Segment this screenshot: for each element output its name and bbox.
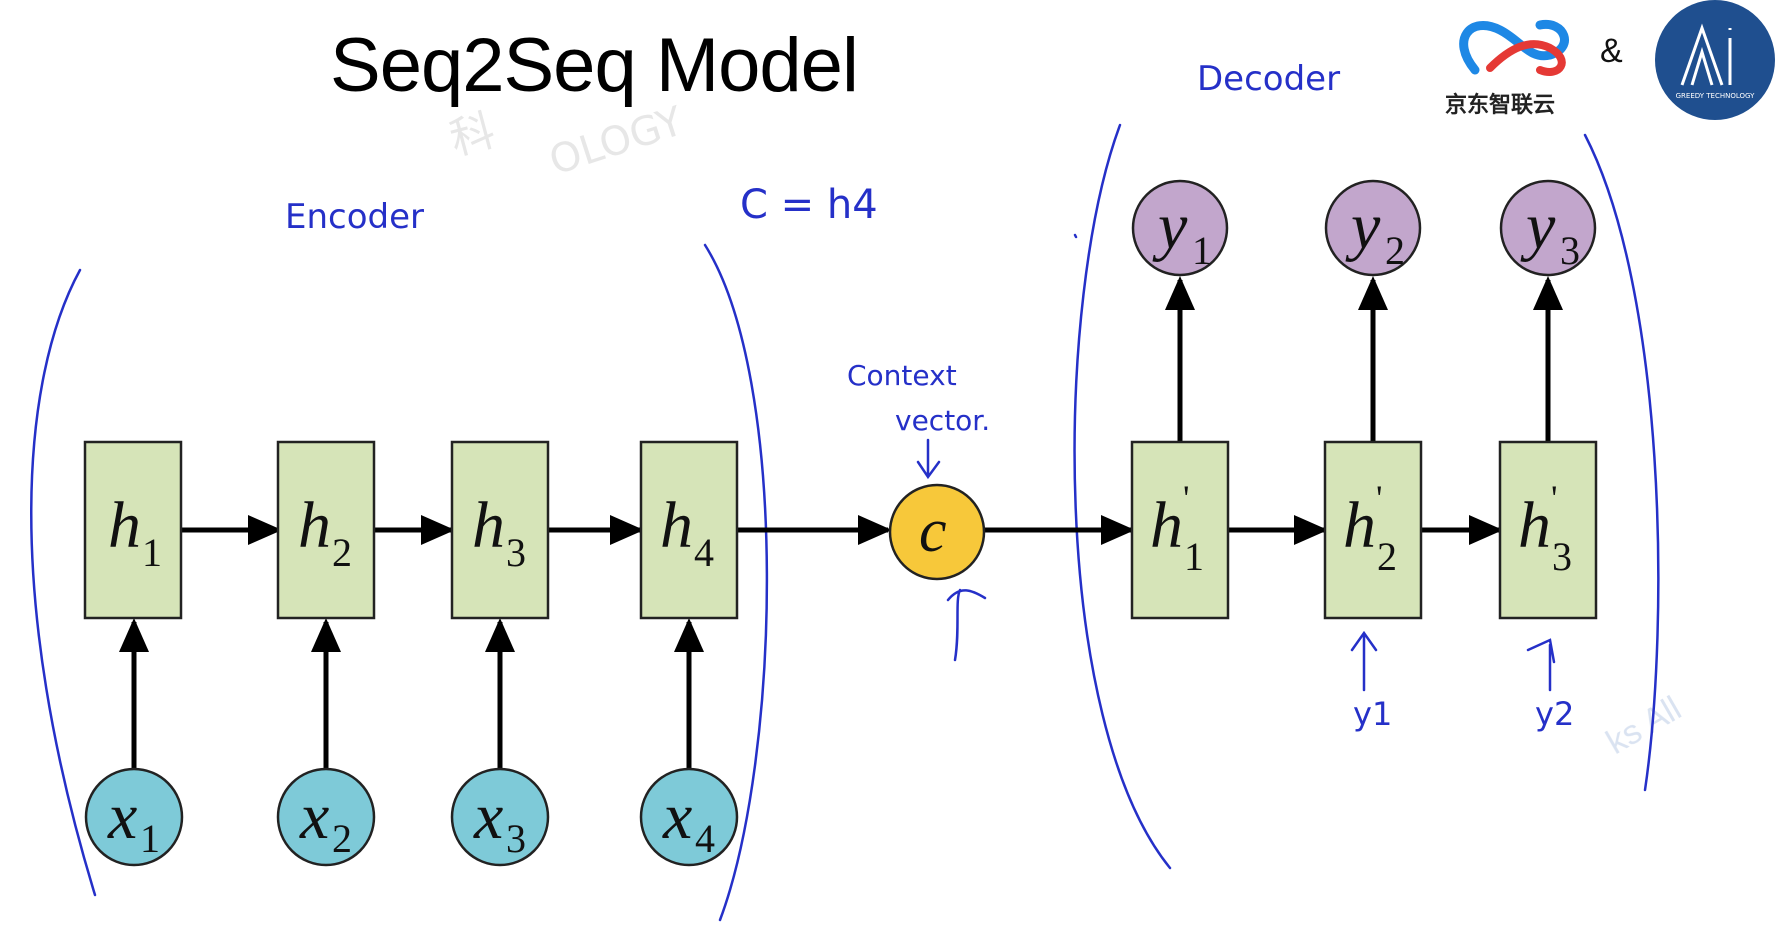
h1-box — [83, 440, 183, 620]
h3prime-box — [1498, 440, 1598, 620]
y1-feed-arrow — [1350, 630, 1378, 692]
x4-subscript: 4 — [695, 816, 715, 861]
x1-label: x — [107, 780, 137, 853]
h1-subscript: 1 — [142, 530, 162, 575]
greedy-logo: GREEDY TECHNOLOGY — [1655, 0, 1775, 120]
decoder-h1prime: h ' 1 — [1130, 440, 1230, 620]
context-label: c — [919, 497, 947, 565]
h2prime-box — [1323, 440, 1423, 620]
h3prime-mark: ' — [1551, 478, 1558, 518]
y1-label: y — [1152, 190, 1188, 263]
x2-label: x — [299, 780, 329, 853]
decoder-left-bracket — [1073, 123, 1172, 870]
h2prime-label: h — [1343, 489, 1376, 562]
h4-box — [639, 440, 739, 620]
h3prime-label: h — [1518, 489, 1551, 562]
y2-subscript: 2 — [1385, 228, 1405, 273]
h2prime-mark: ' — [1376, 478, 1383, 518]
ink-dot — [1073, 233, 1078, 239]
h3-box — [450, 440, 550, 620]
y3-label: y — [1520, 190, 1556, 263]
feed-y2-annotation: y2 — [1535, 695, 1574, 733]
h1prime-label: h — [1150, 489, 1183, 562]
encoder-h3: h 3 — [450, 440, 550, 620]
input-x1: x 1 — [84, 767, 184, 867]
h2prime-subscript: 2 — [1377, 534, 1397, 579]
h3-subscript: 3 — [506, 530, 526, 575]
context-vector: c — [888, 483, 986, 581]
x1-subscript: 1 — [140, 816, 160, 861]
context-down-arrow — [916, 438, 941, 480]
h2-label: h — [298, 489, 331, 562]
y1-subscript: 1 — [1192, 228, 1212, 273]
input-x4: x 4 — [639, 767, 739, 867]
decoder-annotation: Decoder — [1197, 59, 1340, 99]
output-arrows — [1165, 276, 1563, 442]
encoder-h1: h 1 — [83, 440, 183, 620]
h3-label: h — [472, 489, 505, 562]
decoder-hidden-states: h ' 1 h ' 2 h ' 3 — [1130, 440, 1598, 620]
encoder-right-bracket — [703, 243, 769, 922]
jd-cloud-logo — [1459, 19, 1569, 76]
output-y1: y 1 — [1131, 179, 1229, 277]
encoder-left-bracket — [30, 268, 97, 897]
jd-cloud-logo-text: 京东智联云 — [1445, 93, 1556, 118]
x3-label: x — [473, 780, 503, 853]
c-equals-h4-annotation: C = h4 — [740, 182, 878, 228]
watermark-text-3: ks All — [1600, 689, 1688, 762]
decoder-outputs: y 1 y 2 y 3 — [1131, 179, 1597, 277]
greedy-logo-subtext: GREEDY TECHNOLOGY — [1676, 92, 1755, 100]
h2-subscript: 2 — [332, 530, 352, 575]
y2-feed-arrow — [1526, 638, 1556, 692]
h1prime-subscript: 1 — [1184, 534, 1204, 579]
y3-subscript: 3 — [1560, 228, 1580, 273]
h4-label: h — [660, 489, 693, 562]
context-annotation-line1: Context — [847, 359, 957, 392]
h3prime-subscript: 3 — [1552, 534, 1572, 579]
output-y2: y 2 — [1324, 179, 1422, 277]
input-x2: x 2 — [276, 767, 376, 867]
h4-subscript: 4 — [694, 530, 714, 575]
y2-label: y — [1345, 190, 1381, 263]
x4-label: x — [662, 780, 692, 853]
watermark: 科 OLOGY ks All — [445, 98, 1688, 762]
encoder-hidden-states: h 1 h 2 h 3 h 4 — [83, 440, 739, 620]
output-y3: y 3 — [1499, 179, 1597, 277]
decoder-right-bracket — [1583, 133, 1660, 792]
h1-label: h — [108, 489, 141, 562]
watermark-text-1: 科 — [445, 105, 501, 166]
decoder-h3prime: h ' 3 — [1498, 440, 1598, 620]
h2-box — [276, 440, 376, 620]
encoder-annotation: Encoder — [285, 197, 424, 237]
decoder-h2prime: h ' 2 — [1323, 440, 1423, 620]
x2-subscript: 2 — [332, 816, 352, 861]
encoder-inputs: x 1 x 2 x 3 x 4 — [84, 767, 739, 867]
input-x3: x 3 — [450, 767, 550, 867]
feed-y1-annotation: y1 — [1353, 695, 1392, 733]
encoder-h4: h 4 — [639, 440, 739, 620]
encoder-h2: h 2 — [276, 440, 376, 620]
h1prime-mark: ' — [1183, 478, 1190, 518]
context-annotation-line2: vector. — [895, 404, 990, 437]
x3-subscript: 3 — [506, 816, 526, 861]
input-arrows — [119, 618, 704, 768]
c-up-arrow — [946, 588, 987, 662]
ampersand: & — [1600, 32, 1623, 70]
slide-title: Seq2Seq Model — [330, 23, 859, 108]
watermark-text-2: OLOGY — [544, 98, 689, 184]
h1prime-box — [1130, 440, 1230, 620]
handwritten-brackets — [30, 123, 1660, 922]
